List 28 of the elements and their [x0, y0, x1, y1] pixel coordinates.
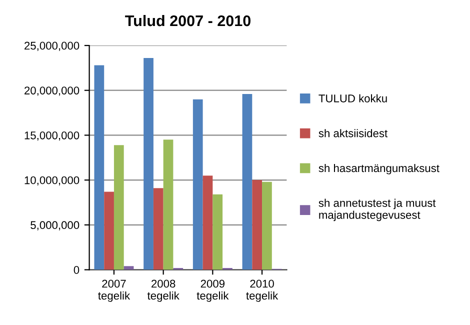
y-tick-label: 0	[74, 266, 80, 274]
legend-label: sh hasartmängumaksust	[318, 164, 440, 174]
bar	[212, 194, 223, 270]
bar	[144, 58, 154, 270]
x-tick-label: 2009 tegelik	[196, 280, 229, 302]
y-tick-label: 20,000,000	[24, 86, 80, 96]
bar	[163, 140, 174, 270]
y-tick-label: 10,000,000	[24, 176, 80, 186]
bar	[202, 176, 213, 270]
chart-title: Tulud 2007 - 2010	[125, 14, 250, 26]
bar	[252, 180, 262, 270]
legend-label: sh aktsiisidest	[318, 129, 388, 138]
bar	[192, 99, 203, 270]
x-tick-label: 2007 tegelik	[98, 280, 130, 302]
y-tick-label: 5,000,000	[30, 221, 80, 230]
x-tick-label: 2008 tegelik	[147, 280, 180, 302]
bar	[153, 188, 164, 270]
x-tick-label: 2010 tegelik	[246, 280, 278, 302]
bar	[124, 266, 134, 270]
bar	[94, 65, 104, 270]
legend-label: sh annetustest ja muust majandustegevusest	[318, 198, 436, 222]
bar	[262, 182, 272, 270]
bar	[104, 192, 114, 270]
legend-label: TULUD kokku	[318, 94, 387, 102]
bar	[242, 94, 252, 270]
y-tick-label: 15,000,000	[24, 131, 80, 141]
y-tick-label: 25,000,000	[24, 42, 80, 51]
bar	[114, 145, 124, 270]
